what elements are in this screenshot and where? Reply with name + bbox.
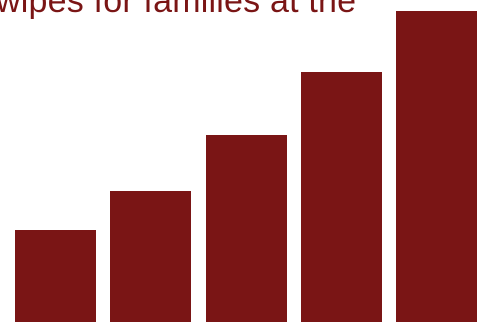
bar-3 — [206, 135, 287, 322]
chart-title: wipes for families at the — [0, 0, 357, 20]
bar-4 — [301, 72, 382, 322]
bar-2 — [110, 191, 191, 322]
bar-1 — [15, 230, 96, 322]
bar-5 — [396, 11, 477, 322]
